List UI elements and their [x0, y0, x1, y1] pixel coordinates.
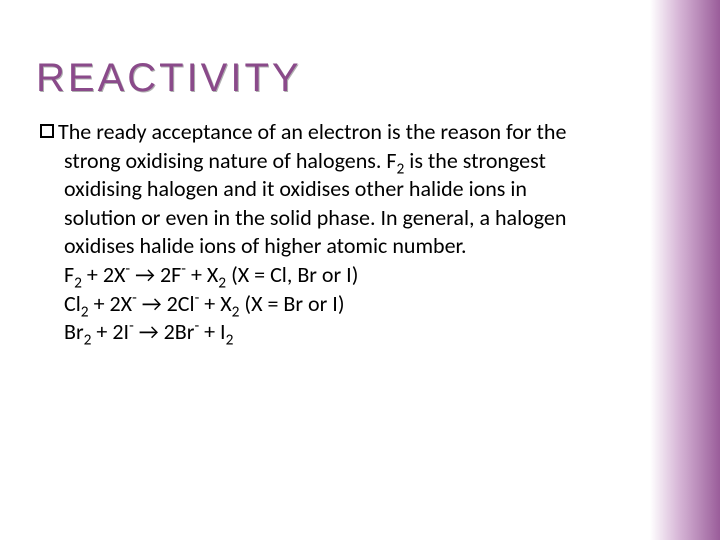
eq3-part-b: + 2I	[91, 318, 129, 345]
bullet-icon	[40, 124, 54, 138]
eq1-part-c: → 2F	[130, 261, 181, 288]
slide-body: The ready acceptance of an electron is t…	[40, 118, 580, 347]
eq3-part-c: → 2Br	[134, 318, 195, 345]
eq1-part-b: + 2X	[82, 261, 125, 288]
eq2-part-a: Cl	[64, 290, 81, 317]
gradient-sidebar	[650, 0, 720, 540]
eq2-part-c: → 2Cl	[137, 290, 195, 317]
slide-title: REACTIVITY	[36, 56, 302, 101]
body-paragraph: The ready acceptance of an electron is t…	[64, 118, 580, 347]
eq1-part-e: (X = Cl, Br or I)	[226, 261, 358, 288]
eq3-part-a: Br	[64, 318, 84, 345]
eq1-part-d: + X	[186, 261, 218, 288]
eq2-part-b: + 2X	[89, 290, 132, 317]
sub: 2	[226, 331, 234, 350]
eq1-part-a: F	[64, 261, 74, 288]
slide: REACTIVITY The ready acceptance of an el…	[0, 0, 720, 540]
eq3-part-d: + I	[199, 318, 225, 345]
eq2-part-e: (X = Br or I)	[239, 290, 344, 317]
eq2-part-d: + X	[199, 290, 231, 317]
